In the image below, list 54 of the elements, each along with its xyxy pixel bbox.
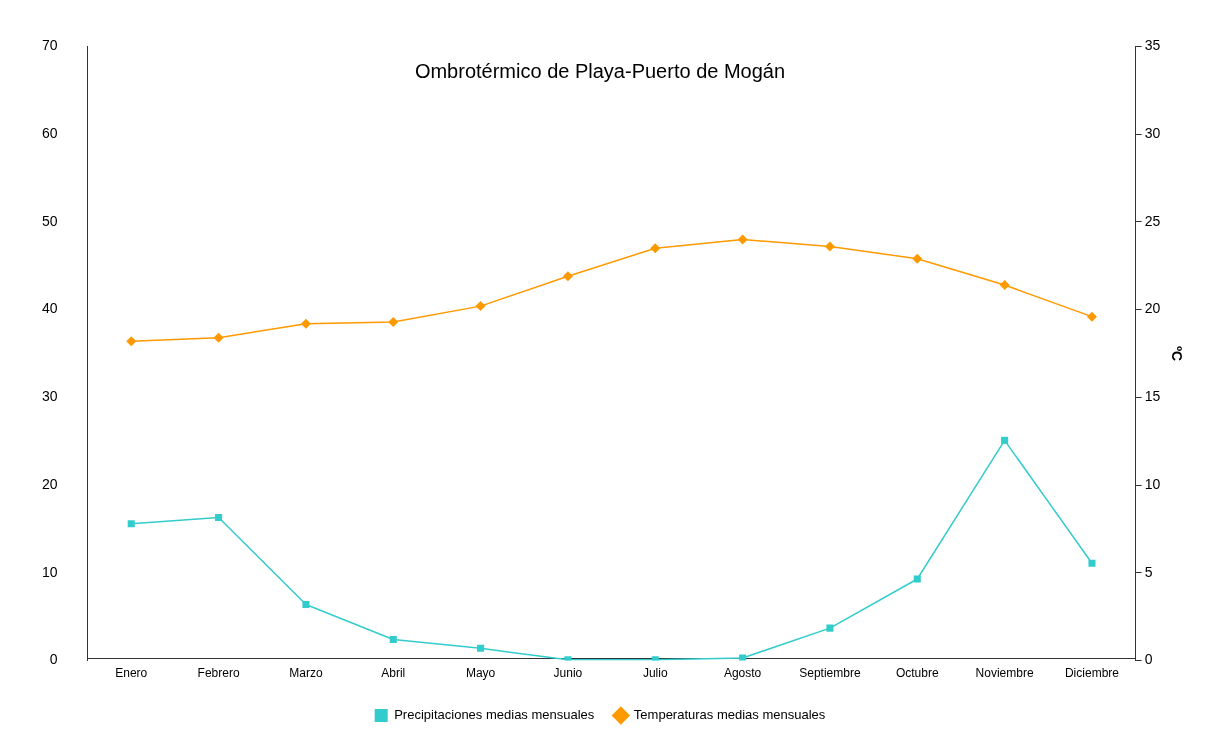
x-tick-label: Marzo xyxy=(289,666,323,681)
legend-label: Temperaturas medias mensuales xyxy=(633,707,826,723)
x-tick-label: Abril xyxy=(381,666,406,681)
point xyxy=(737,234,748,245)
text: Ombrotérmico de Playa-Puerto de Mogán xyxy=(414,59,786,82)
point xyxy=(477,644,485,652)
point xyxy=(1088,559,1096,567)
point xyxy=(126,336,137,347)
y-tick-label: 60 xyxy=(41,125,58,141)
y-tick-label: 30 xyxy=(41,388,58,405)
point xyxy=(1086,311,1097,322)
point xyxy=(215,514,223,522)
y-tick-label: 70 xyxy=(41,37,58,54)
y2-tick-label: 15 xyxy=(1144,388,1161,405)
y2-tick-label: 20 xyxy=(1144,300,1161,317)
point xyxy=(475,301,486,312)
point xyxy=(826,624,834,632)
x-tick-label: Junio xyxy=(553,666,583,681)
y2-tick-label: 5 xyxy=(1144,563,1153,580)
point xyxy=(388,316,399,327)
y2-tick-label: 35 xyxy=(1144,37,1161,54)
x-tick-label: Febrero xyxy=(197,666,240,681)
y-tick-label: 50 xyxy=(41,212,58,229)
x-tick-label: Julio xyxy=(642,666,668,681)
y-tick-label: 0 xyxy=(49,651,58,668)
x-tick-label: Septiembre xyxy=(799,666,861,681)
y2-tick-label: 0 xyxy=(1144,651,1153,668)
y2-axis-title: ºC xyxy=(1168,345,1185,362)
point xyxy=(824,241,835,252)
x-tick-label: Noviembre xyxy=(975,666,1034,681)
point xyxy=(300,318,311,329)
point xyxy=(1001,436,1009,444)
point xyxy=(739,654,747,661)
point xyxy=(999,280,1010,291)
x-tick-label: Diciembre xyxy=(1064,666,1120,681)
y-tick-label: 10 xyxy=(41,563,58,580)
point xyxy=(913,575,921,583)
y-tick-label: 20 xyxy=(41,475,58,492)
point xyxy=(127,520,135,528)
point xyxy=(302,600,310,608)
x-tick-label: Mayo xyxy=(465,666,496,681)
x-tick-label: Agosto xyxy=(723,666,762,681)
y2-tick-label: 10 xyxy=(1144,475,1161,492)
y-tick-label: 40 xyxy=(41,300,58,317)
y2-tick-label: 25 xyxy=(1144,212,1161,229)
point xyxy=(650,243,661,254)
point xyxy=(389,636,397,644)
x-tick-label: Enero xyxy=(115,666,148,681)
legend-label: Precipitaciones medias mensuales xyxy=(394,707,595,723)
point xyxy=(213,332,224,343)
y2-tick-label: 30 xyxy=(1144,125,1161,141)
point xyxy=(912,253,923,264)
x-tick-label: Octubre xyxy=(895,666,939,681)
point xyxy=(562,271,573,282)
